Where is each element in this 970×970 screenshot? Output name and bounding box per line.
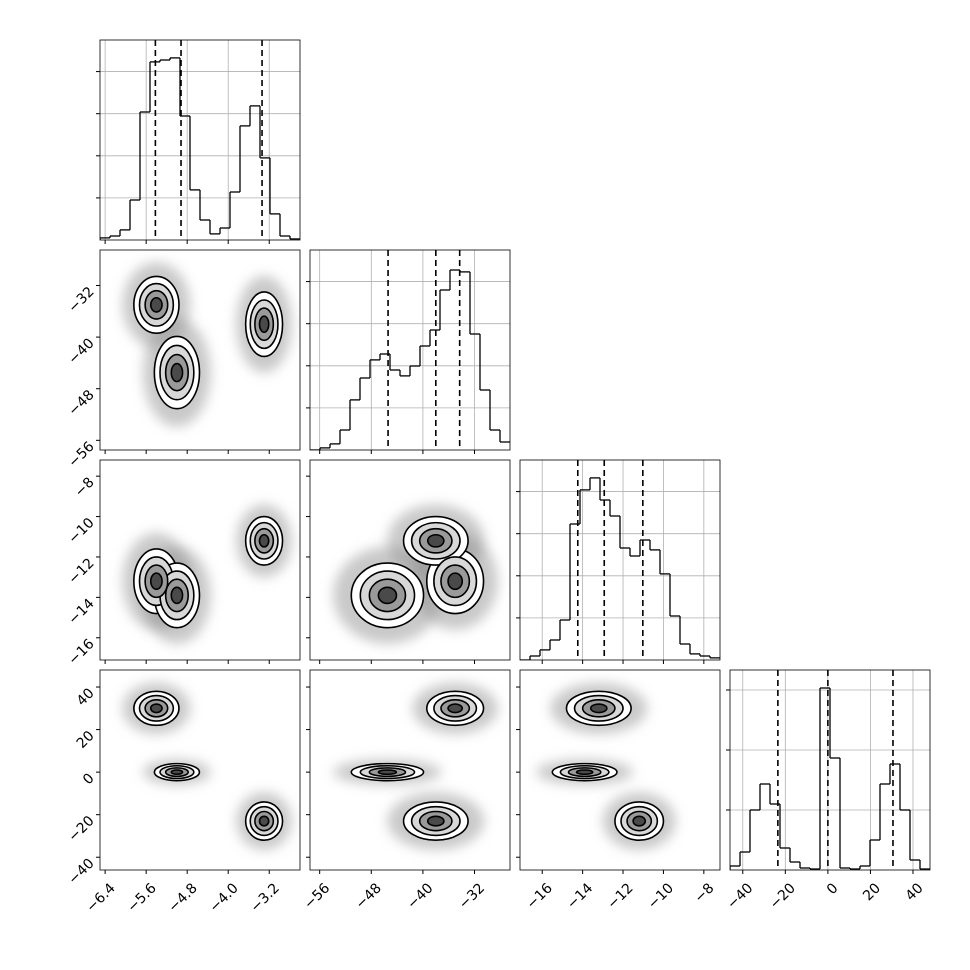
panel: −56 −48 −40 −32 xyxy=(65,249,301,471)
y-tick-label: −32 xyxy=(65,284,97,316)
panel xyxy=(306,459,511,664)
x-tick-label: −12 xyxy=(604,880,636,912)
y-tick-label: −56 xyxy=(65,439,97,471)
x-tick-label: −32 xyxy=(456,880,488,912)
panel-content xyxy=(122,682,292,850)
panel-frame xyxy=(99,39,301,241)
x-tick-label: −6.4 xyxy=(83,880,118,915)
x-tick-label: 20 xyxy=(860,880,884,904)
contour xyxy=(426,815,445,827)
x-tick-label: −5.6 xyxy=(124,880,159,915)
panel-content xyxy=(730,670,930,870)
panel xyxy=(306,249,511,454)
x-tick-label: 40 xyxy=(903,880,927,904)
panel-frame xyxy=(309,459,511,661)
x-tick-label: −4.0 xyxy=(206,880,241,915)
x-tick-label: −20 xyxy=(767,880,799,912)
y-tick-label: −48 xyxy=(65,387,97,419)
contour xyxy=(149,572,163,591)
x-tick-label: −3.2 xyxy=(247,880,282,915)
panel: −40 −20 0 20 40 xyxy=(724,669,931,913)
panel-frame xyxy=(729,669,931,871)
y-tick-label: −40 xyxy=(65,335,97,367)
x-tick-label: −8 xyxy=(692,880,718,906)
contour xyxy=(149,296,163,313)
x-tick-label: −48 xyxy=(353,880,385,912)
panel-content xyxy=(310,250,510,450)
panel: −16 −14 −12 −10 −8 xyxy=(65,459,301,668)
contour xyxy=(149,703,163,714)
panel-content xyxy=(122,262,292,427)
panel-content xyxy=(122,504,292,644)
panel-frame xyxy=(309,669,511,871)
panel-frame xyxy=(99,459,301,661)
panel-content xyxy=(536,682,676,850)
contour xyxy=(426,533,445,548)
y-tick-label: −10 xyxy=(65,515,97,547)
x-tick-label: −16 xyxy=(524,880,556,912)
y-tick-label: −40 xyxy=(65,856,97,888)
panel: −16−14−12 −10 −8 xyxy=(516,669,721,913)
y-tick-label: 0 xyxy=(80,770,98,788)
contour xyxy=(170,769,184,776)
panel-content xyxy=(100,40,300,240)
panel: −6.4 −5.6 −4.8 −4.0 −3.2 −40 −20 0 20 40 xyxy=(65,669,301,916)
contour xyxy=(632,815,647,827)
contour xyxy=(377,586,398,605)
y-tick-label: 20 xyxy=(74,728,98,752)
y-tick-label: −20 xyxy=(65,813,97,845)
x-tick-label: −4.8 xyxy=(165,880,200,915)
contour xyxy=(589,703,608,714)
x-tick-label: −10 xyxy=(645,880,677,912)
y-tick-label: −14 xyxy=(65,596,97,628)
x-tick-label: −14 xyxy=(564,880,596,912)
panel-content xyxy=(333,504,498,644)
contour xyxy=(258,815,270,827)
y-tick-label: −16 xyxy=(65,636,97,668)
contour xyxy=(258,533,270,548)
panel-frame xyxy=(519,669,721,871)
panel: −56 −48 −40 −32 xyxy=(301,669,511,913)
panel-frame xyxy=(519,459,721,661)
x-tick-label: −40 xyxy=(724,880,756,912)
panel xyxy=(516,459,721,664)
contour xyxy=(447,703,464,714)
panel xyxy=(96,39,301,244)
panel-frame xyxy=(99,669,301,871)
panel-content xyxy=(520,460,720,660)
y-tick-label: −8 xyxy=(72,475,98,501)
y-tick-label: −12 xyxy=(65,555,97,587)
contour xyxy=(170,362,184,383)
y-tick-label: 40 xyxy=(74,685,98,709)
contour xyxy=(447,572,464,591)
x-tick-label: 0 xyxy=(824,880,842,898)
panel-content xyxy=(333,682,498,850)
x-tick-label: −56 xyxy=(301,880,333,912)
contour xyxy=(377,769,398,776)
contour xyxy=(575,769,594,776)
x-tick-label: −40 xyxy=(404,880,436,912)
panel-frame xyxy=(309,249,511,451)
contour xyxy=(258,315,270,334)
contour xyxy=(170,586,184,605)
panel-frame xyxy=(99,249,301,451)
